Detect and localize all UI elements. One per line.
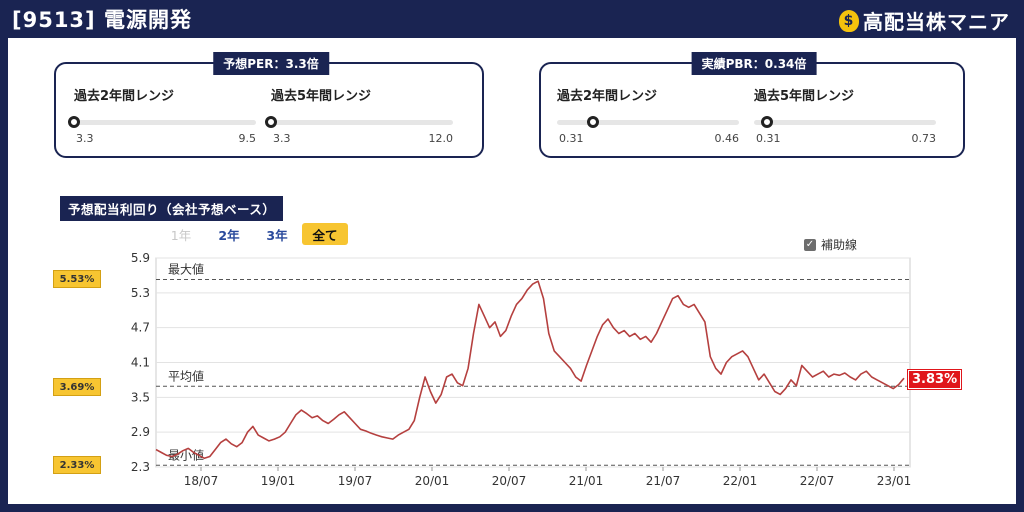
tab-3y[interactable]: 3年 — [266, 227, 288, 243]
reference-line-label: 最大値 — [168, 261, 204, 276]
avg-yield-badge: 3.69% — [53, 378, 101, 396]
pbr-range-2y: 過去2年間レンジ 0.31 0.46 — [557, 85, 739, 145]
y-tick-label: 4.7 — [131, 321, 150, 335]
range-marker — [265, 116, 277, 128]
reference-line-label: 平均値 — [168, 368, 204, 383]
y-tick-label: 4.1 — [131, 356, 150, 370]
range-label: 過去5年間レンジ — [271, 89, 372, 104]
x-tick-label: 23/01 — [877, 474, 912, 488]
x-tick-label: 18/07 — [184, 474, 219, 488]
min-yield-badge: 2.33% — [53, 456, 101, 474]
range-track — [265, 116, 453, 128]
aux-lines-toggle[interactable]: ✓ 補助線 — [804, 236, 857, 253]
range-max: 12.0 — [428, 132, 454, 145]
x-tick-label: 19/01 — [261, 474, 296, 488]
x-tick-label: 19/07 — [338, 474, 373, 488]
yield-series-line — [155, 280, 905, 460]
yield-chart: 5.9 5.3 4.7 4.1 3.5 2.9 2.3 18/07 19/01 19/07 20/0… — [131, 251, 912, 488]
pbr-label: 実績PBR：0.34倍 — [691, 52, 817, 75]
brand-logo[interactable]: $ 高配当株マニア — [839, 6, 1010, 35]
range-marker — [587, 116, 600, 128]
range-label: 過去2年間レンジ — [74, 89, 175, 104]
range-track — [68, 116, 256, 128]
range-marker — [68, 116, 80, 128]
x-tick-label: 22/01 — [723, 474, 758, 488]
per-range-box: 予想PER：3.3倍 過去2年間レンジ 3.3 9.5 過去5年間レンジ 3.3… — [54, 52, 484, 158]
tab-all[interactable]: 全て — [302, 223, 348, 245]
yield-section-title: 予想配当利回り（会社予想ベース） — [60, 196, 284, 221]
pbr-range-box: 実績PBR：0.34倍 過去2年間レンジ 0.31 0.46 過去5年間レンジ … — [539, 52, 965, 158]
reference-line-label: 最小値 — [168, 447, 204, 462]
y-tick-label: 3.5 — [131, 390, 150, 404]
range-max: 9.5 — [238, 132, 257, 145]
y-tick-label: 2.9 — [131, 425, 150, 439]
tab-2y[interactable]: 2年 — [218, 227, 240, 243]
range-track — [557, 116, 739, 128]
range-min: 0.31 — [559, 132, 584, 145]
current-yield-label: 3.83% — [906, 369, 963, 390]
pbr-range-5y: 過去5年間レンジ 0.31 0.73 — [754, 85, 936, 145]
per-range-5y: 過去5年間レンジ 3.3 12.0 — [265, 85, 453, 145]
header-bar: [9513] 電源開発 $ 高配当株マニア — [0, 0, 1024, 38]
tab-1y[interactable]: 1年 — [170, 227, 192, 243]
range-min: 3.3 — [76, 132, 94, 145]
page-title: [9513] 電源開発 — [12, 8, 192, 32]
range-min: 3.3 — [273, 132, 291, 145]
range-max: 0.46 — [714, 132, 740, 145]
per-label: 予想PER：3.3倍 — [213, 52, 329, 75]
per-range-2y: 過去2年間レンジ 3.3 9.5 — [68, 85, 256, 145]
x-tick-label: 21/01 — [569, 474, 604, 488]
range-label: 過去5年間レンジ — [754, 89, 855, 104]
range-label: 過去2年間レンジ — [557, 89, 658, 104]
money-bag-icon: $ — [839, 9, 859, 32]
aux-lines-label: 補助線 — [821, 238, 858, 252]
main-panel: 予想PER：3.3倍 過去2年間レンジ 3.3 9.5 過去5年間レンジ 3.3… — [8, 38, 1016, 504]
range-marker — [760, 116, 773, 128]
x-tick-label: 20/07 — [492, 474, 527, 488]
range-track — [754, 116, 936, 128]
y-tick-label: 5.9 — [131, 251, 150, 265]
x-tick-label: 21/07 — [646, 474, 681, 488]
y-tick-label: 2.3 — [131, 460, 150, 474]
brand-name: 高配当株マニア — [863, 10, 1010, 34]
y-tick-label: 5.3 — [131, 286, 150, 300]
range-max: 0.73 — [911, 132, 937, 145]
x-tick-label: 22/07 — [800, 474, 835, 488]
period-tabs: 1年 2年 3年 全て — [158, 223, 350, 245]
x-tick-label: 20/01 — [415, 474, 450, 488]
range-min: 0.31 — [756, 132, 781, 145]
max-yield-badge: 5.53% — [53, 270, 101, 288]
checkbox-checked-icon[interactable]: ✓ — [804, 238, 816, 251]
